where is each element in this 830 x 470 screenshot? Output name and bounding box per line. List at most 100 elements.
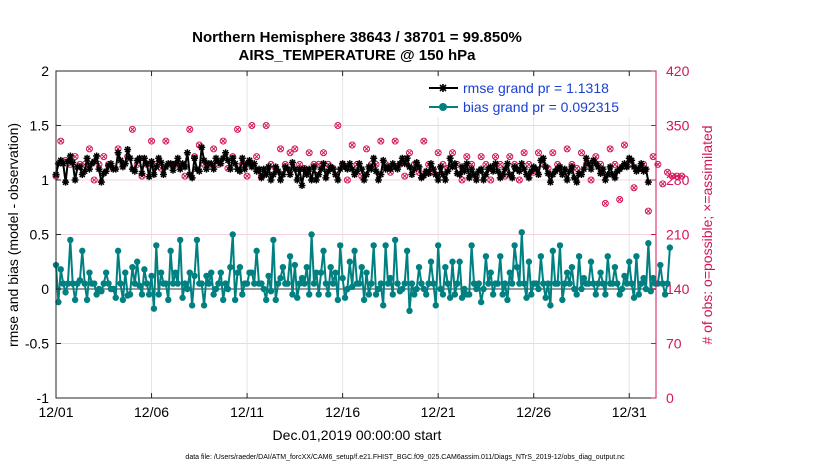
bias-point xyxy=(482,253,490,260)
rmse-point xyxy=(525,174,533,182)
obs-possible-point xyxy=(243,172,251,180)
bias-point xyxy=(391,236,399,244)
bias-point xyxy=(621,272,628,280)
bias-point xyxy=(205,280,213,287)
rmse-point xyxy=(250,160,258,168)
obs-possible-point xyxy=(678,172,686,180)
rmse-point xyxy=(315,171,323,179)
rmse-point xyxy=(396,160,404,168)
bias-point xyxy=(399,285,406,293)
rmse-point xyxy=(222,149,230,157)
rmse-point xyxy=(398,154,406,162)
bias-point xyxy=(224,285,232,293)
bias-point xyxy=(499,291,506,298)
bias-point xyxy=(575,253,583,260)
obs-possible-point xyxy=(420,137,428,145)
rmse-point xyxy=(102,167,110,175)
obs-assimilated-point xyxy=(664,169,671,175)
rmse-point xyxy=(126,154,134,162)
bias-point xyxy=(544,280,552,287)
rmse-point xyxy=(145,173,153,181)
bias-point xyxy=(59,280,67,287)
bias-point xyxy=(439,291,447,298)
y-tick-label: 0.5 xyxy=(30,227,50,243)
obs-assimilated-point xyxy=(263,122,269,129)
rmse-point xyxy=(148,157,156,165)
bias-point xyxy=(473,285,480,293)
rmse-point xyxy=(308,176,316,184)
rmse-point xyxy=(207,160,215,168)
rmse-point xyxy=(152,163,160,171)
rmse-point xyxy=(460,167,468,175)
rmse-point xyxy=(248,163,256,171)
bias-point xyxy=(186,269,193,276)
obs-possible-point xyxy=(286,149,294,157)
bias-point xyxy=(83,296,91,304)
y-right-tick-label: 420 xyxy=(666,63,690,79)
bias-point xyxy=(236,264,244,271)
bias-point xyxy=(609,280,616,287)
obs-assimilated-point xyxy=(449,150,456,156)
bias-point xyxy=(93,291,100,298)
bias-point xyxy=(477,298,485,306)
legend-rmse-marker xyxy=(439,84,447,92)
rmse-point xyxy=(181,163,189,171)
rmse-point xyxy=(274,167,282,175)
obs-possible-point xyxy=(577,149,585,157)
bias-point xyxy=(494,280,502,287)
bias-point xyxy=(626,258,633,265)
obs-assimilated-point xyxy=(378,138,384,144)
bias-point xyxy=(456,258,463,265)
rmse-point xyxy=(410,165,418,173)
rmse-point xyxy=(377,171,385,179)
obs-assimilated-point xyxy=(650,154,656,160)
bias-point xyxy=(303,264,310,271)
bias-point xyxy=(540,280,547,287)
obs-possible-point xyxy=(148,137,156,145)
rmse-point xyxy=(566,167,574,175)
rmse-point xyxy=(112,165,120,173)
rmse-point xyxy=(477,165,485,173)
bias-point xyxy=(234,269,241,276)
obs-possible-point xyxy=(210,145,218,153)
rmse-point xyxy=(403,154,411,162)
bias-point xyxy=(451,291,459,298)
obs-possible-point xyxy=(668,172,676,180)
rmse-point xyxy=(355,160,363,168)
rmse-point xyxy=(582,154,590,162)
obs-assimilated-point xyxy=(220,138,226,144)
obs-possible-point xyxy=(291,145,299,153)
rmse-point xyxy=(444,167,452,175)
rmse-point xyxy=(401,160,409,168)
rmse-point xyxy=(499,171,507,179)
legend: rmse grand pr = 1.1318 bias grand pr = 0… xyxy=(423,77,651,117)
bias-point xyxy=(363,269,370,276)
bias-point xyxy=(148,272,155,280)
bias-point xyxy=(573,291,580,298)
bias-point xyxy=(198,280,205,287)
bias-point xyxy=(401,280,408,287)
bias-point xyxy=(420,285,428,293)
rmse-point xyxy=(406,163,414,171)
bias-point xyxy=(81,280,88,287)
bias-point xyxy=(325,291,332,298)
rmse-point xyxy=(162,163,170,171)
obs-possible-point xyxy=(162,137,170,145)
rmse-point xyxy=(441,176,449,184)
rmse-point xyxy=(453,169,461,177)
rmse-point xyxy=(119,163,127,171)
bias-point xyxy=(370,242,377,249)
bias-point xyxy=(642,285,650,293)
bias-point xyxy=(212,285,220,293)
bias-point xyxy=(174,280,182,287)
rmse-point xyxy=(243,160,251,168)
bias-point xyxy=(286,253,294,260)
rmse-point xyxy=(415,163,423,171)
rmse-point xyxy=(59,160,67,168)
bias-point xyxy=(138,291,146,298)
rmse-point xyxy=(66,152,74,160)
rmse-point xyxy=(599,165,607,173)
rmse-point xyxy=(212,154,220,162)
bias-point xyxy=(520,280,528,287)
rmse-point xyxy=(90,157,98,165)
